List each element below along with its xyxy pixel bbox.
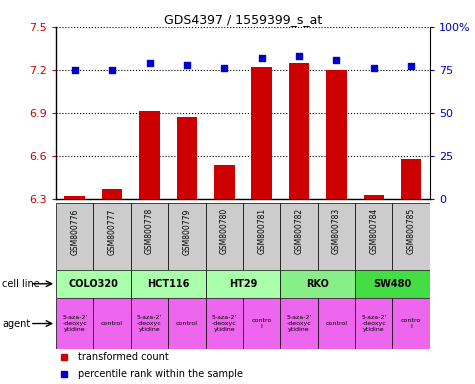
Text: transformed count: transformed count <box>78 352 169 362</box>
Bar <box>206 270 280 298</box>
Text: control: control <box>325 321 347 326</box>
Point <box>332 56 340 63</box>
Title: GDS4397 / 1559399_s_at: GDS4397 / 1559399_s_at <box>164 13 322 26</box>
Bar <box>131 270 206 298</box>
Bar <box>56 203 94 270</box>
Point <box>183 62 190 68</box>
Text: 5-aza-2'
-deoxyc
ytidine: 5-aza-2' -deoxyc ytidine <box>286 315 312 332</box>
Text: contro
l: contro l <box>401 318 421 329</box>
Point <box>370 65 378 71</box>
Point <box>108 67 116 73</box>
Text: GSM800785: GSM800785 <box>407 208 416 254</box>
Bar <box>168 298 206 349</box>
Text: agent: agent <box>2 318 30 329</box>
Bar <box>392 298 430 349</box>
Bar <box>102 189 123 199</box>
Bar <box>251 67 272 199</box>
Bar <box>401 159 421 199</box>
Text: contro
l: contro l <box>252 318 272 329</box>
Bar <box>177 117 197 199</box>
Bar <box>392 203 430 270</box>
Text: GSM800783: GSM800783 <box>332 208 341 254</box>
Point <box>71 67 78 73</box>
Bar <box>363 195 384 199</box>
Bar <box>214 164 235 199</box>
Text: GSM800779: GSM800779 <box>182 208 191 255</box>
Bar <box>280 270 355 298</box>
Text: GSM800781: GSM800781 <box>257 208 266 254</box>
Text: control: control <box>101 321 123 326</box>
Bar <box>289 63 309 199</box>
Text: 5-aza-2'
-deoxyc
ytidine: 5-aza-2' -deoxyc ytidine <box>212 315 237 332</box>
Bar <box>326 70 347 199</box>
Bar <box>94 203 131 270</box>
Bar <box>56 298 94 349</box>
Bar <box>243 298 280 349</box>
Text: GSM800784: GSM800784 <box>369 208 378 254</box>
Bar <box>355 203 392 270</box>
Text: GSM800776: GSM800776 <box>70 208 79 255</box>
Text: GSM800778: GSM800778 <box>145 208 154 254</box>
Bar <box>243 203 280 270</box>
Text: GSM800782: GSM800782 <box>294 208 304 254</box>
Point <box>295 53 303 59</box>
Point <box>220 65 228 71</box>
Text: 5-aza-2'
-deoxyc
ytidine: 5-aza-2' -deoxyc ytidine <box>137 315 162 332</box>
Point <box>408 63 415 70</box>
Text: control: control <box>176 321 198 326</box>
Bar <box>56 270 131 298</box>
Text: HCT116: HCT116 <box>147 279 190 289</box>
Bar <box>318 298 355 349</box>
Bar <box>206 298 243 349</box>
Text: percentile rank within the sample: percentile rank within the sample <box>78 369 244 379</box>
Bar <box>139 111 160 199</box>
Bar <box>131 203 168 270</box>
Bar <box>168 203 206 270</box>
Text: 5-aza-2'
-deoxyc
ytidine: 5-aza-2' -deoxyc ytidine <box>62 315 87 332</box>
Bar <box>65 196 85 199</box>
Text: GSM800777: GSM800777 <box>108 208 117 255</box>
Text: GSM800780: GSM800780 <box>220 208 229 254</box>
Bar <box>355 298 392 349</box>
Text: RKO: RKO <box>306 279 329 289</box>
Text: COLO320: COLO320 <box>68 279 118 289</box>
Point <box>146 60 153 66</box>
Bar <box>206 203 243 270</box>
Text: cell line: cell line <box>2 279 40 289</box>
Bar <box>131 298 168 349</box>
Point <box>258 55 266 61</box>
Text: 5-aza-2'
-deoxyc
ytidine: 5-aza-2' -deoxyc ytidine <box>361 315 387 332</box>
Bar <box>280 203 318 270</box>
Text: SW480: SW480 <box>373 279 412 289</box>
Bar <box>280 298 318 349</box>
Text: HT29: HT29 <box>229 279 257 289</box>
Bar <box>355 270 430 298</box>
Bar <box>94 298 131 349</box>
Bar <box>318 203 355 270</box>
